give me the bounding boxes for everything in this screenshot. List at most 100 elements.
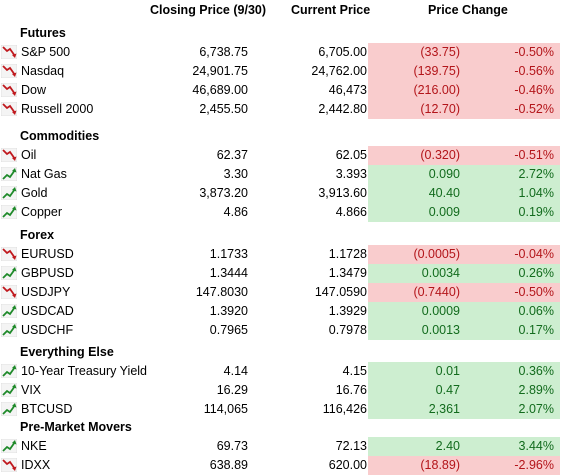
price-change-value: 0.01: [435, 364, 460, 378]
table-row: Copper 4.86 4.866 0.009 0.19%: [0, 203, 561, 222]
table-row: Oil 62.37 62.05 (0.320) -0.51%: [0, 146, 561, 165]
up-arrow-icon: [0, 185, 18, 201]
current-price: 1.3479: [328, 266, 367, 280]
price-change-value: 0.47: [435, 383, 460, 397]
price-change-value: (0.7440): [413, 285, 460, 299]
price-change-cell: 0.0034 0.26%: [368, 264, 560, 283]
price-change-cell: (216.00) -0.46%: [368, 81, 560, 100]
table-row: Gold 3,873.20 3,913.60 40.40 1.04%: [0, 184, 561, 203]
down-arrow-icon: [0, 284, 18, 300]
table-row: USDJPY 147.8030 147.0590 (0.7440) -0.50%: [0, 283, 561, 302]
closing-price: 638.89: [209, 458, 248, 472]
price-change-header: Price Change: [428, 3, 508, 17]
table-row: EURUSD 1.1733 1.1728 (0.0005) -0.04%: [0, 245, 561, 264]
down-arrow-icon: [0, 82, 18, 98]
price-change-cell: 0.47 2.89%: [368, 381, 560, 400]
price-change-cell: 0.0013 0.17%: [368, 321, 560, 340]
up-arrow-icon: [0, 166, 18, 182]
current-price: 116,426: [322, 402, 367, 416]
price-change-percent: 2.89%: [518, 383, 554, 397]
price-change-cell: 2,361 2.07%: [368, 400, 560, 419]
table-row: 10-Year Treasury Yield 4.14 4.15 0.01 0.36%: [0, 362, 561, 381]
price-change-percent: 0.19%: [518, 205, 554, 219]
price-change-percent: 2.07%: [518, 402, 554, 416]
instrument-name: USDCAD: [21, 304, 74, 318]
closing-price: 3.30: [223, 167, 248, 181]
price-change-value: (0.0005): [413, 247, 460, 261]
price-change-value: (18.89): [420, 458, 460, 472]
closing-price: 4.86: [223, 205, 248, 219]
price-change-value: (12.70): [420, 102, 460, 116]
table-row: Russell 2000 2,455.50 2,442.80 (12.70) -0.52…: [0, 100, 561, 119]
instrument-name: VIX: [21, 383, 42, 397]
down-arrow-icon: [0, 44, 18, 60]
closing-price: 114,065: [203, 402, 248, 416]
current-price: 3.393: [335, 167, 367, 181]
closing-price: 46,689.00: [192, 83, 248, 97]
price-change-value: (33.75): [420, 45, 460, 59]
up-arrow-icon: [0, 382, 18, 398]
instrument-name: Nasdaq: [21, 64, 65, 78]
table-row: S&P 500 6,738.75 6,705.00 (33.75) -0.50%: [0, 43, 561, 62]
price-change-value: 2.40: [435, 439, 460, 453]
price-change-cell: (0.0005) -0.04%: [368, 245, 560, 264]
price-change-cell: (18.89) -2.96%: [368, 456, 560, 475]
price-change-cell: (0.7440) -0.50%: [368, 283, 560, 302]
price-change-cell: (33.75) -0.50%: [368, 43, 560, 62]
table-row: IDXX 638.89 620.00 (18.89) -2.96%: [0, 456, 561, 475]
table-row: USDCHF 0.7965 0.7978 0.0013 0.17%: [0, 321, 561, 340]
current-price: 16.76: [335, 383, 367, 397]
section-title: Commodities: [20, 129, 100, 143]
instrument-name: Copper: [21, 205, 62, 219]
closing-price: 2,455.50: [199, 102, 248, 116]
price-change-value: 40.40: [428, 186, 460, 200]
instrument-name: EURUSD: [21, 247, 74, 261]
instrument-name: Russell 2000: [21, 102, 94, 116]
current-price: 4.15: [342, 364, 367, 378]
instrument-name: 10-Year Treasury Yield: [21, 364, 148, 378]
price-change-value: (139.75): [413, 64, 460, 78]
current-price: 46,473: [328, 83, 367, 97]
closing-price: 24,901.75: [192, 64, 248, 78]
table-row: Nasdaq 24,901.75 24,762.00 (139.75) -0.56%: [0, 62, 561, 81]
section-title: Everything Else: [20, 345, 114, 359]
price-change-cell: 0.090 2.72%: [368, 165, 560, 184]
price-change-percent: -0.50%: [514, 45, 554, 59]
current-price: 147.0590: [314, 285, 367, 299]
current-price: 3,913.60: [318, 186, 367, 200]
instrument-name: Dow: [21, 83, 47, 97]
price-change-percent: 0.06%: [518, 304, 554, 318]
price-change-cell: 0.009 0.19%: [368, 203, 560, 222]
instrument-name: USDCHF: [21, 323, 74, 337]
closing-price: 69.73: [216, 439, 248, 453]
instrument-name: IDXX: [21, 458, 51, 472]
down-arrow-icon: [0, 101, 18, 117]
current-price: 620.00: [328, 458, 367, 472]
instrument-name: NKE: [21, 439, 47, 453]
price-change-percent: -0.46%: [514, 83, 554, 97]
closing-price: 6,738.75: [199, 45, 248, 59]
price-change-percent: -0.04%: [514, 247, 554, 261]
price-change-cell: 0.0009 0.06%: [368, 302, 560, 321]
table-row: GBPUSD 1.3444 1.3479 0.0034 0.26%: [0, 264, 561, 283]
down-arrow-icon: [0, 457, 18, 473]
closing-price: 1.1733: [209, 247, 248, 261]
current-price-header: Current Price: [291, 3, 371, 17]
table-row: Dow 46,689.00 46,473 (216.00) -0.46%: [0, 81, 561, 100]
price-change-percent: 2.72%: [518, 167, 554, 181]
current-price: 1.3929: [328, 304, 367, 318]
instrument-name: BTCUSD: [21, 402, 73, 416]
closing-price-header: Closing Price (9/30): [150, 3, 267, 17]
up-arrow-icon: [0, 401, 18, 417]
price-change-percent: -0.56%: [514, 64, 554, 78]
up-arrow-icon: [0, 265, 18, 281]
price-change-value: 0.0009: [421, 304, 460, 318]
price-change-value: 0.0034: [421, 266, 460, 280]
closing-price: 147.8030: [195, 285, 248, 299]
current-price: 24,762.00: [311, 64, 367, 78]
price-change-cell: (0.320) -0.51%: [368, 146, 560, 165]
price-change-value: (216.00): [413, 83, 460, 97]
current-price: 6,705.00: [318, 45, 367, 59]
closing-price: 1.3444: [209, 266, 248, 280]
price-change-percent: -0.52%: [514, 102, 554, 116]
